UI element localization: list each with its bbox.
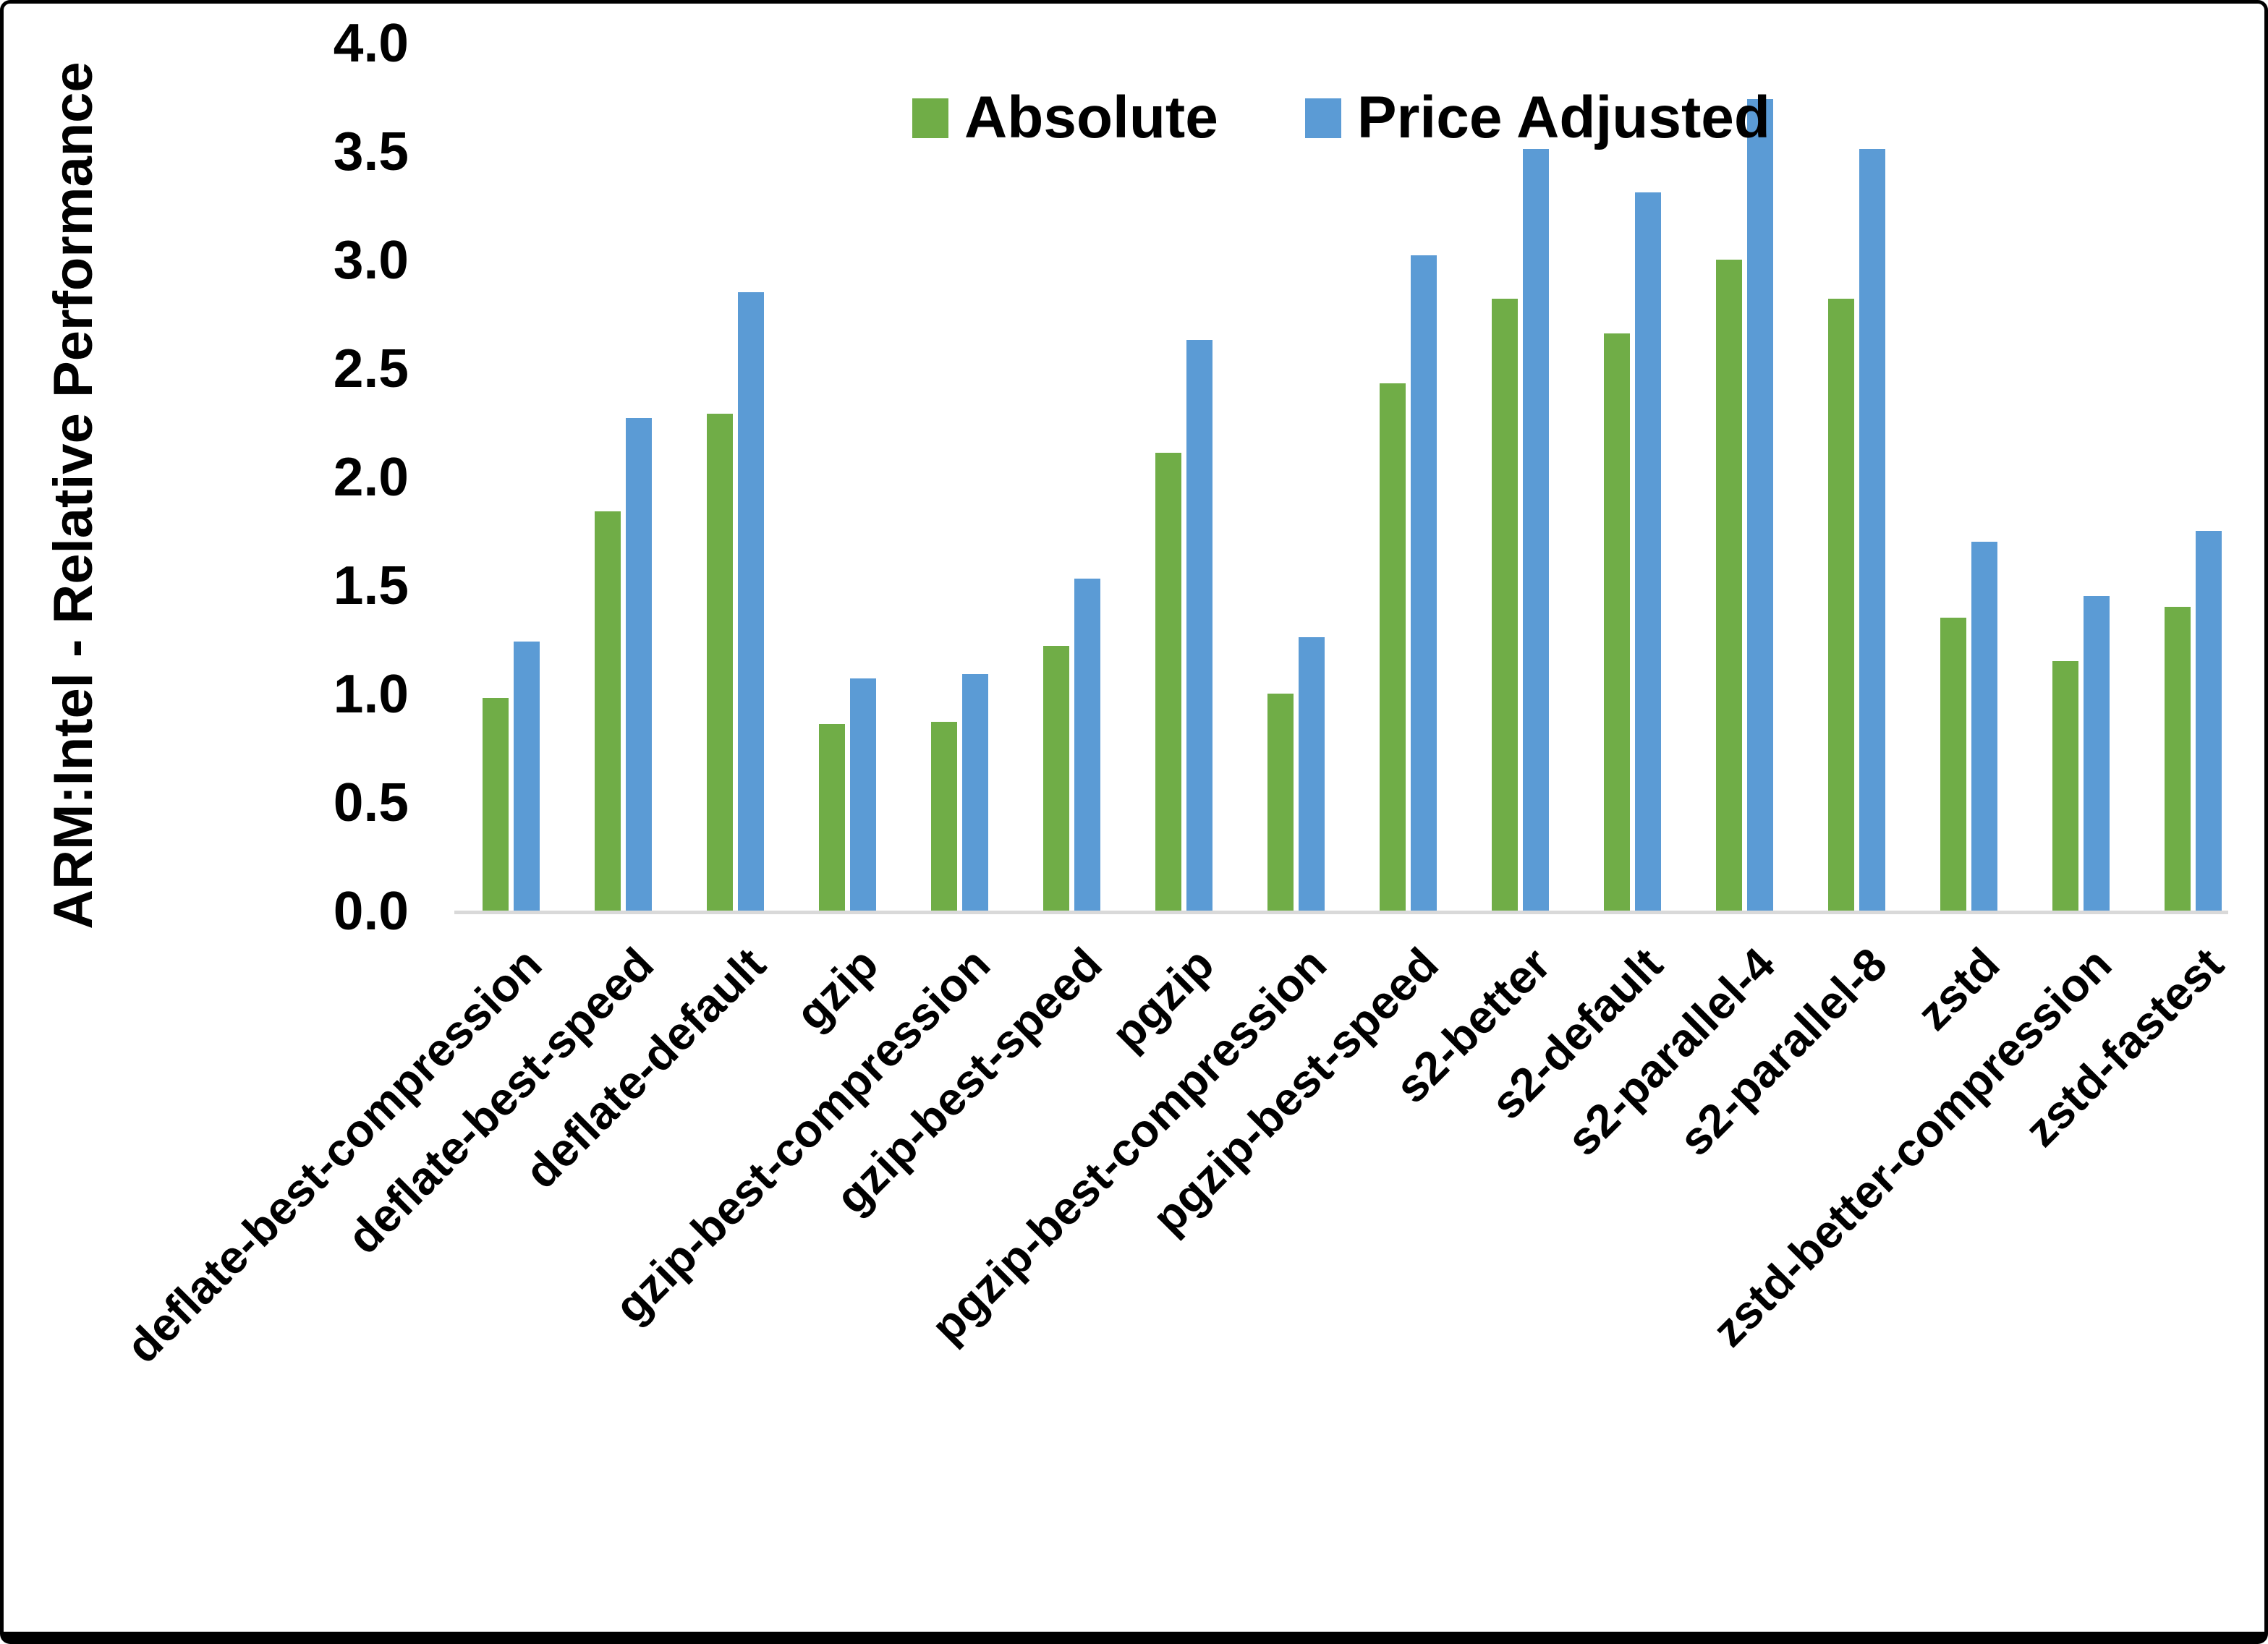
y-axis-tick-label: 2.0: [333, 446, 409, 507]
bar-absolute: [1828, 299, 1854, 911]
legend-item-absolute: Absolute: [912, 85, 1218, 150]
bar-price-adjusted: [2196, 531, 2222, 911]
legend-label-price-adjusted: Price Adjusted: [1356, 85, 1770, 150]
bar-absolute: [1155, 453, 1181, 911]
bar-price-adjusted: [1299, 637, 1325, 911]
y-axis-tick-label: 0.0: [333, 880, 409, 941]
x-axis-category-label: zstd: [1906, 937, 2009, 1040]
bar-price-adjusted: [962, 674, 988, 911]
y-axis-tick-label: 0.5: [333, 772, 409, 832]
y-axis-tick-label: 3.5: [333, 121, 409, 182]
x-axis-category-label: deflate-best-compression: [116, 937, 551, 1373]
legend-item-price-adjusted: Price Adjusted: [1304, 85, 1770, 150]
bar-price-adjusted: [850, 678, 876, 911]
bar-price-adjusted: [1859, 149, 1885, 911]
bar-absolute: [1492, 299, 1518, 911]
y-axis-tick-label: 2.5: [333, 338, 409, 399]
legend: Absolute Price Adjusted: [454, 85, 2228, 150]
bar-price-adjusted: [2084, 596, 2110, 911]
bar-absolute: [2165, 607, 2191, 911]
legend-swatch-price-adjusted: [1304, 98, 1341, 138]
bar-price-adjusted: [738, 292, 764, 911]
bar-price-adjusted: [1635, 192, 1661, 911]
bar-absolute: [931, 722, 957, 911]
bar-price-adjusted: [1411, 255, 1437, 911]
bar-absolute: [707, 414, 733, 911]
x-axis-line: [454, 911, 2228, 914]
bar-absolute: [1604, 333, 1630, 911]
bar-absolute: [1380, 383, 1406, 911]
bar-absolute: [1043, 646, 1069, 911]
y-axis-tick-label: 1.5: [333, 555, 409, 616]
bar-absolute: [483, 698, 509, 911]
bar-price-adjusted: [514, 642, 540, 911]
bar-price-adjusted: [1186, 340, 1212, 911]
y-axis-tick-label: 1.0: [333, 663, 409, 724]
bar-price-adjusted: [1971, 542, 1997, 911]
bar-price-adjusted: [626, 418, 652, 911]
y-axis-tick-label: 3.0: [333, 229, 409, 290]
bar-absolute: [819, 724, 845, 911]
bar-price-adjusted: [1747, 99, 1773, 911]
bar-absolute: [1716, 260, 1742, 911]
bar-absolute: [1267, 694, 1294, 911]
legend-label-absolute: Absolute: [964, 85, 1218, 150]
x-axis-category-label: gzip: [785, 937, 888, 1040]
bar-price-adjusted: [1074, 579, 1100, 911]
bar-absolute: [1940, 618, 1966, 911]
bar-price-adjusted: [1523, 149, 1549, 911]
bar-absolute: [2052, 661, 2078, 911]
y-axis-tick-label: 4.0: [333, 12, 409, 73]
legend-swatch-absolute: [912, 98, 949, 138]
bar-absolute: [595, 511, 621, 911]
